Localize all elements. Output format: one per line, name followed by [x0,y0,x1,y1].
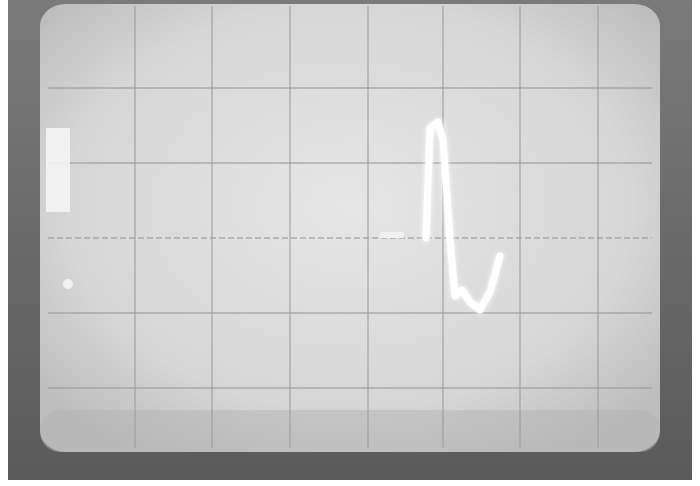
screen-shadow [40,410,660,452]
oscilloscope-photo [0,0,700,486]
trace-dot [380,232,404,238]
screen [40,4,660,452]
page: (() => { const data = JSON.parse(documen… [0,0,700,486]
reflection-dot [63,279,73,289]
reflection [46,128,70,212]
